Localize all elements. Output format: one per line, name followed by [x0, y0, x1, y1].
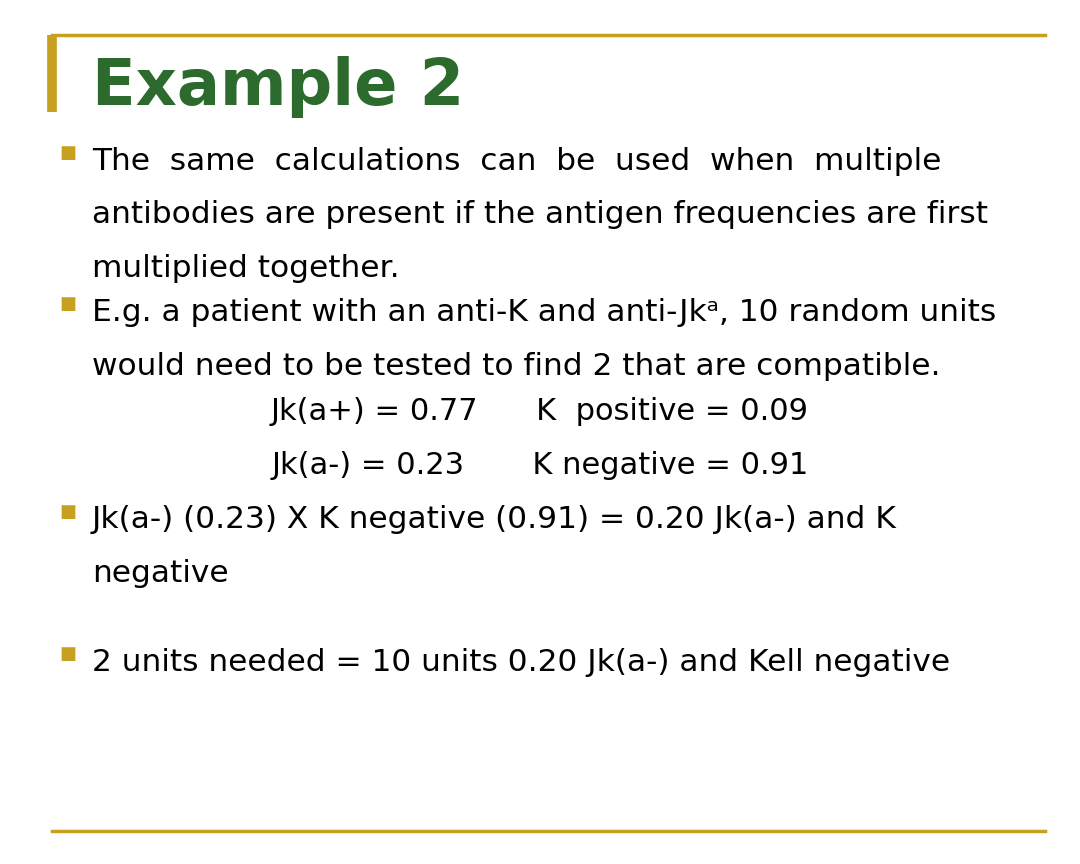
Text: multiplied together.: multiplied together.	[92, 254, 400, 283]
Text: ■: ■	[59, 144, 77, 162]
Text: ■: ■	[59, 645, 77, 664]
Text: Jk(a-) = 0.23       K negative = 0.91: Jk(a-) = 0.23 K negative = 0.91	[271, 451, 809, 480]
Text: Example 2: Example 2	[92, 56, 464, 118]
Text: would need to be tested to find 2 that are compatible.: would need to be tested to find 2 that a…	[92, 352, 941, 381]
Text: negative: negative	[92, 559, 229, 588]
Text: ■: ■	[59, 503, 77, 521]
Text: Jk(a+) = 0.77      K  positive = 0.09: Jk(a+) = 0.77 K positive = 0.09	[271, 397, 809, 427]
Text: antibodies are present if the antigen frequencies are first: antibodies are present if the antigen fr…	[92, 200, 988, 230]
Text: E.g. a patient with an anti-K and anti-Jkᵃ, 10 random units: E.g. a patient with an anti-K and anti-J…	[92, 298, 996, 327]
Text: ■: ■	[59, 295, 77, 314]
Text: 2 units needed = 10 units 0.20 Jk(a-) and Kell negative: 2 units needed = 10 units 0.20 Jk(a-) an…	[92, 648, 950, 677]
Text: The  same  calculations  can  be  used  when  multiple: The same calculations can be used when m…	[92, 147, 941, 176]
Text: Jk(a-) (0.23) X K negative (0.91) = 0.20 Jk(a-) and K: Jk(a-) (0.23) X K negative (0.91) = 0.20…	[92, 505, 896, 535]
